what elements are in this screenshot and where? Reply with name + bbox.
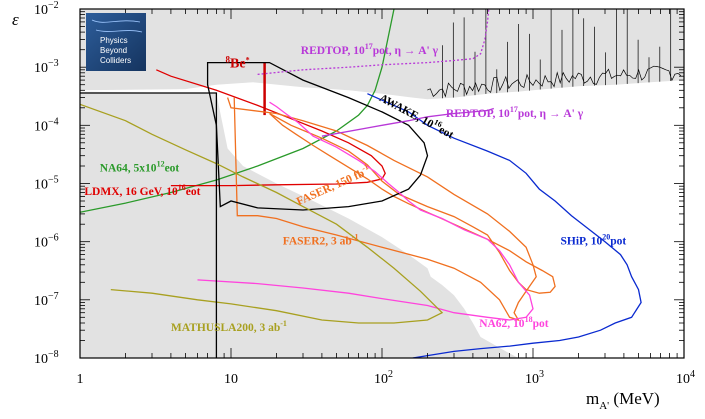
y-tick-label: 10−2 (34, 0, 59, 18)
label-faser2-3-ab-7: FASER2, 3 ab-1 (283, 232, 359, 247)
x-tick-label: 102 (374, 369, 393, 387)
x-tick-label: 10 (224, 372, 238, 387)
x-tick-label: 103 (525, 369, 544, 387)
label-na64-5x10eot-0: NA64, 5x1012eot (100, 160, 180, 175)
series-ship-10-20-pot (367, 93, 642, 358)
x-axis-title: mA' (MeV) (586, 389, 660, 412)
tick-labels: 1 10 102 103 104 10−8 10−7 10−6 10−5 10−4 10−3 10−2 (34, 0, 695, 387)
y-tick-label: 10−5 (34, 175, 59, 193)
logo-line-1: Physics (100, 36, 128, 45)
series-awake-10-16-eot (206, 61, 429, 211)
logo-background (86, 13, 146, 71)
y-tick-label: 10−8 (34, 349, 59, 367)
plot-frame (79, 8, 685, 359)
existing-bounds-top-detail (427, 9, 682, 99)
x-tick-label: 104 (676, 369, 695, 387)
label-redtop-10pot-a-4: REDTOP, 1017pot, η → A' γ (446, 105, 584, 120)
logo-line-3: Colliders (100, 56, 131, 65)
series-redtop-10-17-pot-upper (257, 9, 490, 76)
series-na62-10-18-pot (197, 101, 534, 321)
x-tick-label: 1 (77, 372, 84, 387)
series-ldmx-16-gev-10-16-eot (156, 69, 386, 187)
physics-beyond-colliders-logo: Physics Beyond Colliders (86, 13, 146, 71)
series-faser2-3-ab-1 (226, 97, 537, 322)
y-tick-label: 10−3 (34, 58, 59, 76)
y-axis-title: ε (12, 10, 19, 29)
series-existing-bounds-outline (80, 92, 218, 358)
sensitivity-curves (80, 9, 642, 358)
region-existing-bounds-top (80, 9, 684, 100)
series-redtop-10-17-pot-lower (321, 107, 494, 137)
series-mathusla200-3-ab-1 (80, 103, 444, 324)
logo-swirl-icon (91, 19, 143, 33)
label-na62-10pot-9: NA62, 1018pot (479, 315, 549, 330)
logo-line-2: Beyond (100, 46, 127, 55)
y-tick-label: 10−7 (34, 291, 59, 309)
label-mathusla200-3-ab-10: MATHUSLA200, 3 ab-1 (171, 319, 287, 334)
top-bounds-edge (427, 65, 682, 98)
region-existing-bounds-bottom (80, 91, 519, 358)
excluded-regions (80, 9, 684, 358)
series-faser-150-fb-1 (269, 112, 556, 294)
label-ldmx-16-gev-10eot-1: LDMX, 16 GeV, 1016eot (84, 183, 200, 198)
label-ship-10pot-8: SHiP, 1020pot (561, 232, 627, 247)
y-tick-label: 10−6 (34, 233, 59, 251)
y-tick-label: 10−4 (34, 116, 59, 134)
label-be-2: 8Be* (226, 55, 250, 72)
label-redtop-10pot-a-3: REDTOP, 1017pot, η → A' γ (301, 42, 439, 57)
